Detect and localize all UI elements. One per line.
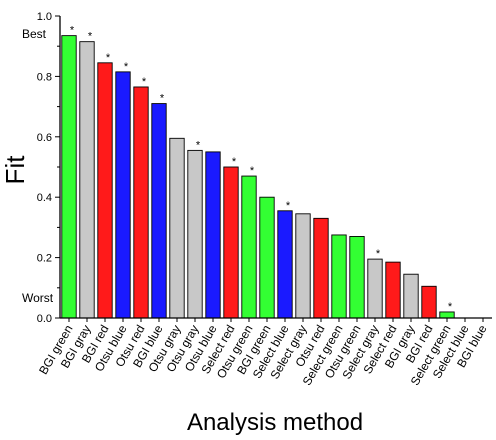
bar-19 bbox=[385, 261, 401, 319]
y-axis-title: Fit bbox=[0, 155, 30, 185]
y-tick-label: 0.6 bbox=[37, 132, 52, 144]
bar-17 bbox=[349, 236, 365, 319]
best-annotation: Best bbox=[22, 27, 47, 41]
significance-star: * bbox=[142, 76, 147, 88]
bar-2 bbox=[79, 41, 95, 319]
significance-star: * bbox=[286, 200, 291, 212]
significance-star: * bbox=[196, 139, 201, 151]
bar-18 bbox=[367, 258, 383, 319]
bar-8 bbox=[187, 149, 203, 319]
bar-13 bbox=[277, 210, 293, 319]
y-tick-label: 1.0 bbox=[37, 11, 52, 23]
y-tick-label: 0.0 bbox=[37, 313, 52, 325]
significance-star: * bbox=[106, 52, 111, 64]
bar-10 bbox=[223, 166, 239, 319]
significance-markers: * * * * * * * * * * * * bbox=[70, 25, 453, 313]
significance-star: * bbox=[124, 61, 129, 73]
bar-12 bbox=[259, 196, 275, 319]
worst-annotation: Worst bbox=[22, 291, 54, 305]
bar-9 bbox=[205, 151, 221, 319]
bar-6 bbox=[151, 103, 167, 319]
y-tick-label: 0.2 bbox=[37, 253, 52, 265]
bar-21 bbox=[421, 285, 437, 319]
y-tick-label: 0.8 bbox=[37, 71, 52, 83]
bar-14 bbox=[295, 213, 311, 319]
bar-15 bbox=[313, 217, 329, 319]
significance-star: * bbox=[70, 25, 75, 37]
x-axis-title: Analysis method bbox=[187, 409, 363, 436]
bar-11 bbox=[241, 175, 257, 319]
significance-star: * bbox=[448, 301, 453, 313]
bar-7 bbox=[169, 137, 185, 319]
bar-16 bbox=[331, 234, 347, 319]
significance-star: * bbox=[88, 31, 93, 43]
bar-5 bbox=[133, 86, 149, 319]
bar-1 bbox=[61, 35, 77, 319]
y-tick-label: 0.4 bbox=[37, 192, 52, 204]
bars-group bbox=[61, 35, 455, 319]
significance-star: * bbox=[376, 248, 381, 260]
significance-star: * bbox=[232, 156, 237, 168]
y-tick-labels: 0.0 0.2 0.4 0.6 0.8 1.0 bbox=[37, 11, 52, 325]
significance-star: * bbox=[250, 165, 255, 177]
bar-20 bbox=[403, 273, 419, 319]
significance-star: * bbox=[160, 93, 165, 105]
bar-4 bbox=[115, 71, 131, 319]
axes-group bbox=[55, 15, 492, 322]
bar-3 bbox=[97, 62, 113, 319]
